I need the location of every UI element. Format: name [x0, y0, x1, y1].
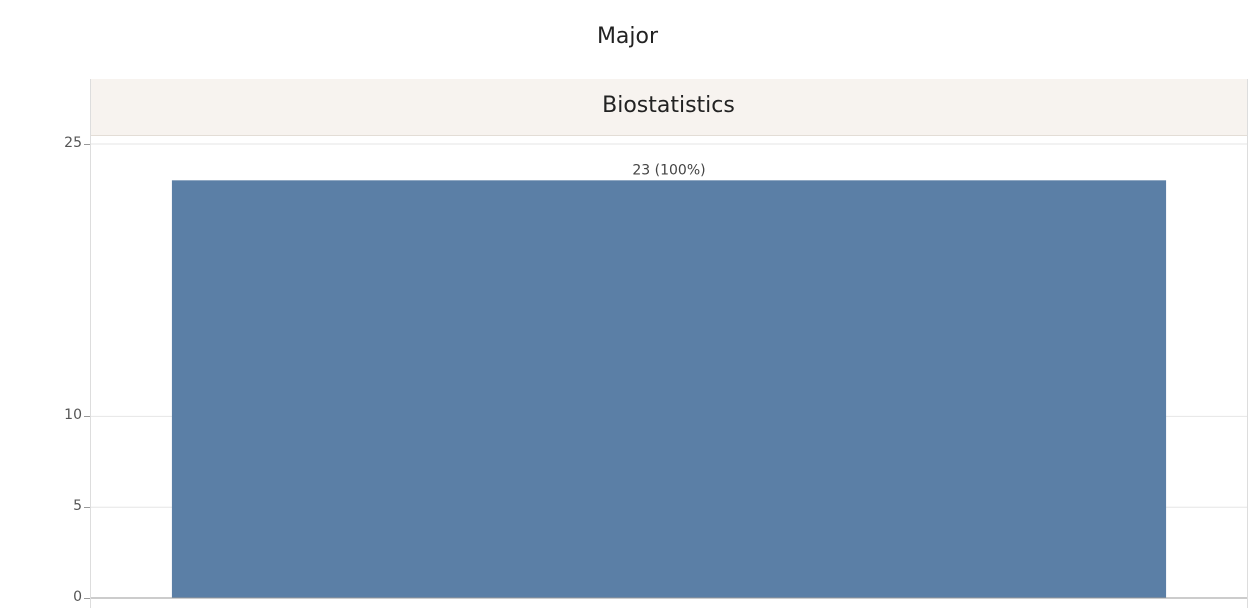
- y-tick-mark: [84, 144, 90, 145]
- plot-left-border: [90, 79, 91, 608]
- column-header-title: Major: [596, 24, 659, 49]
- y-tick-mark: [84, 598, 90, 599]
- y-tick-mark: [84, 507, 90, 509]
- y-tick-label: 5: [73, 498, 82, 515]
- y-tick-label: 25: [64, 135, 82, 151]
- bar[interactable]: [171, 180, 1167, 598]
- bar-data-label: 23 (100%): [632, 162, 705, 178]
- plot-right-border: [1247, 79, 1248, 608]
- y-tick-label: 0: [73, 589, 82, 605]
- panel-header-label: Biostatistics: [602, 93, 735, 118]
- panel-header-band: Biostatistics: [90, 79, 1247, 136]
- y-tick-label: 10: [64, 407, 82, 424]
- y-tick-mark: [84, 416, 90, 418]
